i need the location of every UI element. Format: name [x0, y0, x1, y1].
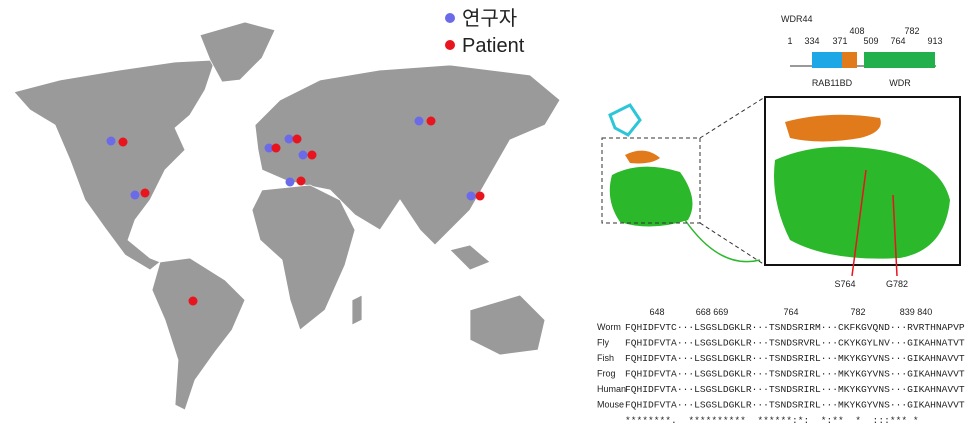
researcher-dot [285, 177, 295, 187]
patient-dot [307, 150, 317, 160]
sequence: FQHIDFVTA···LSGSLDGKLR···TSNDSRVRL···CKY… [625, 338, 965, 349]
domain-position: 764 [890, 36, 905, 46]
residue-number: 764 [783, 307, 798, 317]
legend-label: 연구자 [462, 7, 517, 30]
residue-number: 668 669 [696, 307, 729, 317]
domain-label: RAB11BD [812, 78, 853, 88]
researcher-dot [130, 190, 140, 200]
sequence: FQHIDFVTC···LSGSLDGKLR···TSNDSRIRM···CKF… [625, 322, 965, 333]
residue-label: S764 [834, 279, 855, 289]
legend-marker [445, 13, 455, 23]
patient-dot [426, 116, 436, 126]
residue-label: G782 [886, 279, 908, 289]
species-name: Frog [597, 369, 616, 379]
researcher-dot [264, 143, 274, 153]
species-name: Mouse [597, 400, 624, 410]
patient-dot [475, 191, 485, 201]
species-name: Fish [597, 353, 614, 363]
domain-position: 913 [927, 36, 942, 46]
domain-position: 334 [804, 36, 819, 46]
patient-dot [140, 188, 150, 198]
species-name: Worm [597, 322, 621, 332]
domain-position: 1 [787, 36, 792, 46]
patient-dot [188, 296, 198, 306]
patient-dot [292, 134, 302, 144]
species-name: Human [597, 384, 626, 394]
coil-domain [842, 52, 857, 68]
residue-number: 648 [649, 307, 664, 317]
conservation: ********. ********** ******:*: *:** * ::… [625, 415, 919, 426]
researcher-dot [298, 150, 308, 160]
researcher-dot [106, 136, 116, 146]
alignment: 648 668 669 764 782 839 840 Worm FQHIDFVTC···L… [597, 307, 965, 426]
residue-number: 839 840 [900, 307, 933, 317]
sequence: FQHIDFVTA···LSGSLDGKLR···TSNDSRIRL···MKY… [625, 400, 965, 411]
wdr-domain [864, 52, 935, 68]
patient-dot [296, 176, 306, 186]
legend-marker [445, 40, 455, 50]
sequence: FQHIDFVTA···LSGSLDGKLR···TSNDSRIRL···MKY… [625, 369, 965, 380]
researcher-dot [466, 191, 476, 201]
species-name: Fly [597, 338, 609, 348]
domain-position: 509 [863, 36, 878, 46]
researcher-dot [284, 134, 294, 144]
domain-position: 371 [832, 36, 847, 46]
rab11bd-domain [812, 52, 842, 68]
sequence: FQHIDFVTA···LSGSLDGKLR···TSNDSRIRL···MKY… [625, 353, 965, 364]
legend-label: Patient [462, 35, 525, 57]
world-map [13, 21, 561, 411]
structure [601, 96, 961, 277]
patient-dot [118, 137, 128, 147]
domain-label: WDR [889, 78, 911, 88]
sequence: FQHIDFVTA···LSGSLDGKLR···TSNDSRIRL···MKY… [625, 384, 965, 395]
patient-dot [271, 143, 281, 153]
map-dots [106, 116, 485, 306]
researcher-dot [414, 116, 424, 126]
domain-position: 782 [904, 26, 919, 36]
protein-name: WDR44 [781, 14, 813, 24]
domain-position: 408 [849, 26, 864, 36]
residue-number: 782 [850, 307, 865, 317]
